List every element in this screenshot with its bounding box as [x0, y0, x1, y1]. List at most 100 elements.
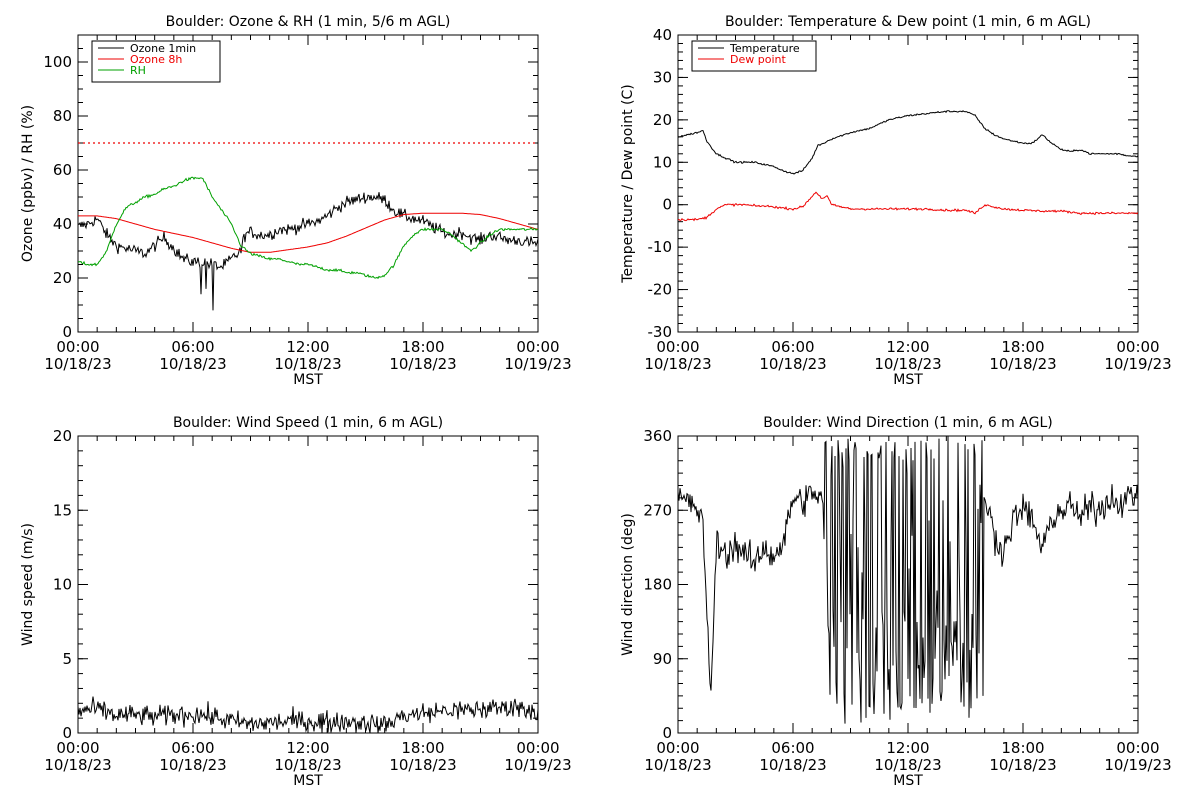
y-tick-label: 40: [653, 26, 672, 44]
x-tick-label-date: 10/18/23: [644, 355, 711, 373]
series-group: [678, 436, 1138, 724]
x-axis-label: MST: [893, 372, 923, 388]
series-temperature: [678, 110, 1138, 175]
series-group: [678, 110, 1138, 222]
x-tick-label-date: 10/18/23: [759, 756, 826, 774]
x-tick-label-time: 00:00: [516, 739, 559, 757]
y-tick-label: 0: [62, 724, 72, 742]
x-tick-label-time: 06:00: [771, 739, 814, 757]
x-tick-label-date: 10/18/23: [874, 756, 941, 774]
y-tick-label: 90: [653, 650, 672, 668]
series-ozone-1min: [78, 192, 538, 311]
legend-box: [691, 40, 817, 72]
y-tick-label: 40: [53, 215, 72, 233]
x-tick-label-date: 10/19/23: [504, 756, 571, 774]
x-tick-label-date: 10/18/23: [389, 756, 456, 774]
y-tick-label: 0: [62, 323, 72, 341]
x-tick-label-date: 10/19/23: [1104, 756, 1171, 774]
y-tick-label: 100: [43, 53, 72, 71]
legend-label: Ozone 8h: [130, 53, 182, 66]
chart-title: Boulder: Ozone & RH (1 min, 5/6 m AGL): [166, 14, 451, 30]
chart-panel-3: Boulder: Wind Speed (1 min, 6 m AGL) 0 5 10…: [20, 415, 572, 789]
y-tick-label: 270: [643, 501, 672, 519]
series-group: [78, 696, 538, 733]
y-tick-label: -20: [648, 281, 673, 299]
x-tick-label-time: 00:00: [1116, 338, 1159, 356]
x-tick-label-time: 00:00: [656, 739, 699, 757]
y-tick-label: 0: [662, 724, 672, 742]
legend-label: Temperature: [729, 42, 800, 55]
x-tick-label-date: 10/18/23: [44, 756, 111, 774]
y-axis-label: Wind speed (m/s): [20, 523, 36, 646]
plot-frame: [677, 34, 1139, 333]
x-tick-label-date: 10/18/23: [274, 355, 341, 373]
chart-title: Boulder: Wind Speed (1 min, 6 m AGL): [173, 415, 443, 431]
x-tick-label-date: 10/19/23: [1104, 355, 1171, 373]
x-axis-label: MST: [293, 372, 323, 388]
x-tick-label-date: 10/18/23: [389, 355, 456, 373]
x-tick-label-time: 06:00: [771, 338, 814, 356]
x-tick-label-time: 18:00: [1001, 338, 1044, 356]
chart-panel-4: Boulder: Wind Direction (1 min, 6 m AGL)…: [620, 415, 1172, 789]
x-tick-label-time: 12:00: [886, 739, 929, 757]
y-axis-label: Wind direction (deg): [620, 513, 636, 656]
y-tick-label: 15: [53, 501, 72, 519]
x-tick-label-date: 10/18/23: [274, 756, 341, 774]
chart-title: Boulder: Wind Direction (1 min, 6 m AGL): [763, 415, 1052, 431]
y-tick-label: 10: [53, 576, 72, 594]
x-tick-label-date: 10/18/23: [159, 355, 226, 373]
chart-panel-2: Boulder: Temperature & Dew point (1 min,…: [620, 14, 1172, 388]
chart-panel-1: Boulder: Ozone & RH (1 min, 5/6 m AGL) 0 2…: [20, 14, 572, 388]
y-tick-label: -10: [648, 238, 673, 256]
x-tick-label-date: 10/18/23: [159, 756, 226, 774]
y-tick-label: 80: [53, 107, 72, 125]
x-tick-label-time: 00:00: [56, 739, 99, 757]
y-tick-label: 20: [653, 111, 672, 129]
y-tick-label: 0: [662, 196, 672, 214]
x-axis-label: MST: [893, 773, 923, 789]
series-line-1: [78, 696, 538, 733]
y-tick-label: 20: [53, 427, 72, 445]
y-tick-label: 180: [643, 576, 672, 594]
y-tick-label: 5: [62, 650, 72, 668]
x-tick-label-time: 12:00: [886, 338, 929, 356]
legend-label: Dew point: [730, 53, 786, 66]
series-ozone-8h: [78, 212, 538, 253]
x-tick-label-date: 10/18/23: [644, 756, 711, 774]
x-tick-label-date: 10/19/23: [504, 355, 571, 373]
y-tick-label: -30: [648, 323, 673, 341]
y-tick-label: 360: [643, 427, 672, 445]
series-line-1: [678, 436, 1138, 724]
x-tick-label-date: 10/18/23: [989, 355, 1056, 373]
x-tick-label-time: 12:00: [286, 739, 329, 757]
plot-frame: [77, 435, 539, 734]
y-tick-label: 30: [653, 68, 672, 86]
x-tick-label-time: 18:00: [401, 338, 444, 356]
x-tick-label-date: 10/18/23: [874, 355, 941, 373]
series-dew-point: [678, 191, 1138, 222]
chart-title: Boulder: Temperature & Dew point (1 min,…: [725, 14, 1091, 30]
y-axis-label: Ozone (ppbv) / RH (%): [20, 105, 36, 262]
legend-label: RH: [130, 64, 146, 77]
x-tick-label-time: 06:00: [171, 739, 214, 757]
y-tick-label: 20: [53, 269, 72, 287]
y-axis-label: Temperature / Dew point (C): [620, 84, 636, 283]
series-rh: [78, 176, 538, 280]
x-tick-label-time: 00:00: [56, 338, 99, 356]
legend-label: Ozone 1min: [130, 42, 196, 55]
x-tick-label-time: 18:00: [401, 739, 444, 757]
x-axis-label: MST: [293, 773, 323, 789]
x-tick-label-time: 18:00: [1001, 739, 1044, 757]
x-tick-label-time: 06:00: [171, 338, 214, 356]
x-tick-label-time: 00:00: [656, 338, 699, 356]
y-tick-label: 60: [53, 161, 72, 179]
series-group: [78, 176, 538, 311]
x-tick-label-time: 00:00: [516, 338, 559, 356]
x-tick-label-date: 10/18/23: [759, 355, 826, 373]
x-tick-label-date: 10/18/23: [989, 756, 1056, 774]
x-tick-label-time: 12:00: [286, 338, 329, 356]
x-tick-label-time: 00:00: [1116, 739, 1159, 757]
